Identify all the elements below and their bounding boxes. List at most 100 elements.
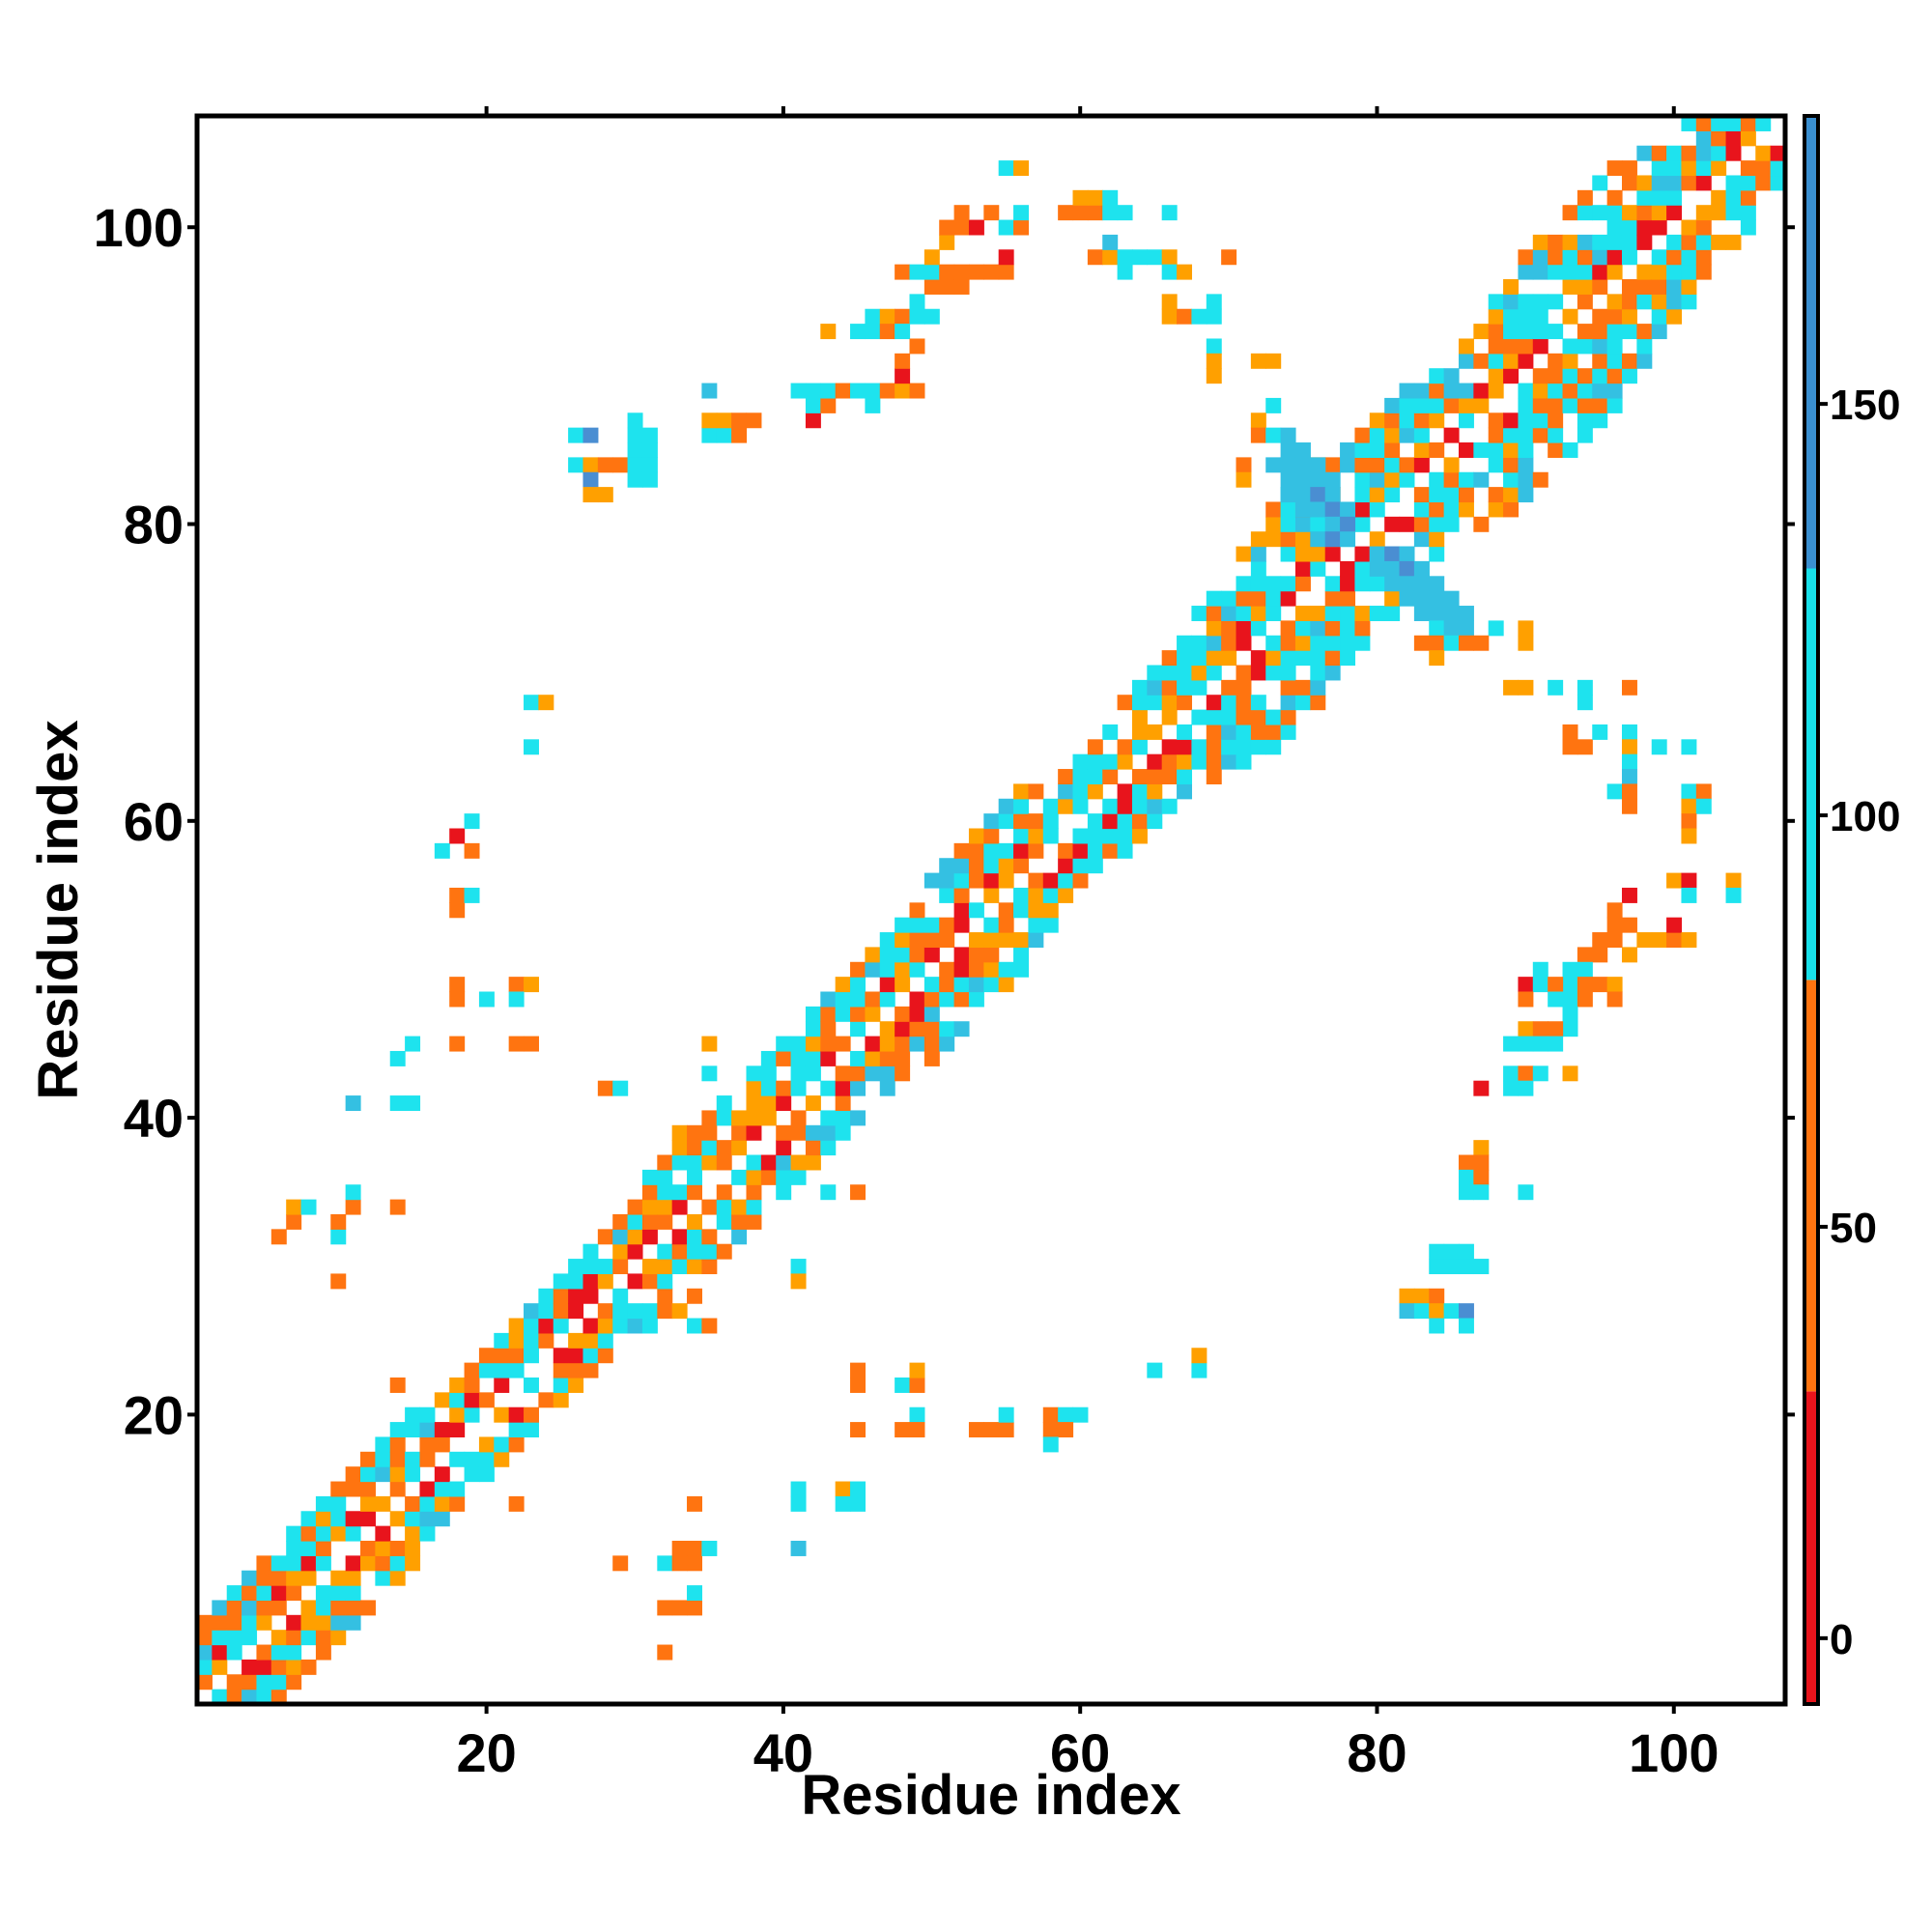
heatmap-cell: [657, 1154, 673, 1171]
heatmap-cell: [300, 1511, 317, 1527]
heatmap-cell: [1177, 695, 1193, 711]
heatmap-cell: [1087, 739, 1103, 755]
heatmap-cell: [790, 1273, 807, 1290]
heatmap-cell: [1681, 279, 1697, 295]
heatmap-cell: [434, 1422, 450, 1438]
heatmap-cell: [790, 1124, 807, 1141]
heatmap-cell: [524, 1303, 539, 1320]
heatmap-cell: [1399, 427, 1415, 443]
colorbar-tick-label: 50: [1830, 1205, 1877, 1252]
heatmap-cell: [345, 1555, 361, 1572]
heatmap-cell: [939, 1036, 955, 1052]
x-axis-title: Residue index: [801, 1764, 1180, 1827]
heatmap-cell: [998, 1422, 1014, 1438]
heatmap-cell: [1503, 457, 1520, 473]
heatmap-cell: [1072, 1406, 1089, 1423]
heatmap-cell: [286, 1555, 302, 1572]
heatmap-cell: [389, 1540, 406, 1556]
heatmap-cell: [345, 1466, 361, 1483]
heatmap-cell: [1503, 679, 1520, 696]
heatmap-cell: [1280, 590, 1296, 607]
heatmap-cell: [449, 887, 466, 903]
heatmap-cell: [1532, 383, 1548, 399]
heatmap-cell: [716, 1184, 732, 1201]
heatmap-cell: [1666, 249, 1683, 266]
heatmap-cell: [538, 1288, 554, 1304]
heatmap-cell: [1711, 234, 1727, 250]
heatmap-cell: [256, 1600, 272, 1616]
heatmap-cell: [776, 1036, 792, 1052]
heatmap-cell: [1621, 294, 1637, 310]
heatmap-cell: [1413, 1303, 1430, 1320]
heatmap-cell: [1518, 635, 1534, 651]
heatmap-cell: [657, 1199, 673, 1215]
heatmap-cell: [909, 1021, 925, 1037]
heatmap-cell: [1310, 665, 1326, 681]
heatmap-cell: [1324, 650, 1341, 667]
heatmap-cell: [1399, 590, 1415, 607]
heatmap-cell: [612, 1080, 629, 1096]
heatmap-cell: [464, 1392, 480, 1408]
heatmap-cell: [1562, 991, 1578, 1008]
heatmap-cell: [760, 1050, 777, 1066]
heatmap-cell: [1117, 205, 1133, 221]
heatmap-cell: [895, 1065, 911, 1082]
heatmap-cell: [923, 308, 940, 325]
heatmap-cell: [1562, 264, 1578, 280]
heatmap-cell: [1562, 308, 1578, 325]
heatmap-cell: [1399, 471, 1415, 488]
heatmap-cell: [1548, 1021, 1564, 1037]
heatmap-cell: [1280, 620, 1296, 637]
heatmap-cell: [1265, 590, 1282, 607]
heatmap-cell: [1340, 590, 1356, 607]
heatmap-cell: [850, 961, 866, 978]
heatmap-cell: [760, 1154, 777, 1171]
heatmap-cell: [835, 1065, 851, 1082]
heatmap-cell: [1369, 576, 1385, 592]
heatmap-cell: [968, 842, 984, 859]
heatmap-cell: [627, 1318, 643, 1334]
heatmap-cell: [1503, 308, 1520, 325]
heatmap-cell: [270, 1689, 287, 1705]
heatmap-cell: [1191, 308, 1208, 325]
heatmap-cell: [895, 308, 911, 325]
heatmap-cell: [345, 1600, 361, 1616]
heatmap-cell: [776, 1154, 792, 1171]
heatmap-cell: [1621, 753, 1637, 770]
heatmap-cell: [760, 1169, 777, 1185]
heatmap-cell: [968, 858, 984, 874]
heatmap-cell: [895, 368, 911, 384]
heatmap-cell: [1606, 977, 1623, 993]
heatmap-cell: [820, 1050, 837, 1066]
heatmap-cell: [1548, 353, 1564, 369]
heatmap-cell: [687, 1600, 702, 1616]
heatmap-cell: [1651, 324, 1667, 340]
heatmap-cell: [1606, 249, 1623, 266]
heatmap-cell: [524, 1318, 539, 1334]
heatmap-cell: [1206, 606, 1222, 621]
heatmap-cell: [1562, 279, 1578, 295]
heatmap-cell: [627, 442, 643, 458]
heatmap-cell: [568, 1303, 584, 1320]
heatmap-cell: [760, 1080, 777, 1096]
heatmap-cell: [790, 1154, 807, 1171]
heatmap-cell: [731, 427, 748, 443]
heatmap-cell: [330, 1614, 347, 1631]
heatmap-cell: [1131, 798, 1148, 814]
heatmap-cell: [1399, 1303, 1415, 1320]
heatmap-cell: [968, 828, 984, 844]
heatmap-cell: [1725, 175, 1742, 191]
heatmap-cell: [1117, 249, 1133, 266]
heatmap-cell: [671, 1229, 688, 1245]
heatmap-cell: [1548, 442, 1564, 458]
heatmap-cell: [1265, 709, 1282, 725]
heatmap-cell: [1147, 769, 1163, 784]
heatmap-cell: [701, 1318, 718, 1334]
heatmap-cell: [315, 1540, 331, 1556]
heatmap-cell: [1324, 665, 1341, 681]
heatmap-cell: [657, 1288, 673, 1304]
heatmap-cell: [494, 1332, 510, 1349]
heatmap-cell: [1488, 308, 1504, 325]
heatmap-cell: [998, 798, 1014, 814]
heatmap-cell: [746, 1213, 762, 1230]
